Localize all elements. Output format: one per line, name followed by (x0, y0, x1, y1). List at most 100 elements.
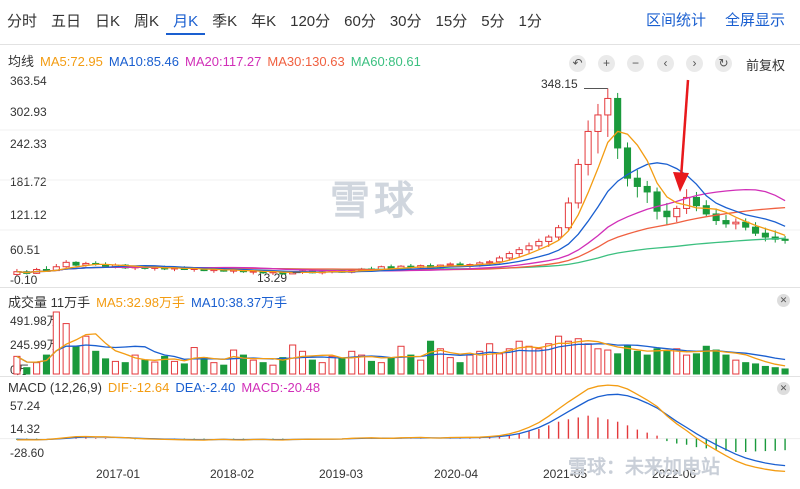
volume-bar (161, 355, 169, 375)
dea-line (16, 393, 786, 467)
candle-body (692, 196, 700, 207)
volume-bar (170, 360, 179, 375)
volume-bar (574, 338, 582, 375)
macd-legend-macd: MACD:-20.48 (241, 380, 321, 395)
volume-bar (358, 354, 366, 375)
volume-bar (545, 343, 553, 375)
volume-bar (397, 345, 405, 375)
close-macd-icon[interactable]: ✕ (777, 382, 790, 395)
candle-body (623, 147, 632, 179)
volume-bar (771, 367, 779, 375)
candle-body (663, 210, 671, 218)
zoom-out-icon[interactable]: − (627, 55, 644, 72)
volume-bar (269, 364, 277, 375)
price-tick: 181.72 (10, 175, 47, 189)
x-tick: 2017-01 (96, 467, 141, 481)
volume-bar (456, 362, 464, 375)
refresh-icon[interactable]: ↻ (715, 55, 732, 72)
volume-bar (495, 353, 504, 375)
price-adjust-select[interactable]: 前复权 (746, 58, 786, 73)
volume-bar (111, 360, 119, 375)
tab-7[interactable]: 120分 (290, 13, 331, 30)
candle-body (643, 185, 651, 193)
tab-6[interactable]: 年K (251, 13, 277, 30)
undo-icon[interactable]: ↶ (569, 55, 586, 72)
macd-legend-dif: DIF:-12.64 (107, 380, 170, 395)
tab-9[interactable]: 30分 (389, 13, 422, 30)
tab-2[interactable]: 日K (95, 13, 121, 30)
volume-bar (62, 323, 70, 375)
volume-bar (367, 360, 376, 375)
volume-bar (190, 347, 198, 375)
volume-bar (722, 354, 730, 375)
volume-bar (751, 363, 760, 375)
scroll-right-icon[interactable]: › (686, 55, 703, 72)
volume-bar (308, 359, 316, 375)
legend-ma30: MA30:130.63 (267, 54, 345, 69)
legend-label: 均线 (8, 54, 35, 69)
volume-bar (486, 343, 494, 375)
candle-body (545, 236, 553, 242)
volume-bar (594, 348, 602, 375)
volume-bar (348, 350, 356, 375)
volume-bar (377, 362, 385, 375)
candle-body (515, 249, 523, 255)
volume-bar (614, 353, 622, 375)
scroll-left-icon[interactable]: ‹ (657, 55, 674, 72)
ma5-line (16, 130, 786, 274)
volume-bar (102, 358, 110, 375)
candle-body (683, 196, 691, 209)
ma30-line (16, 206, 786, 274)
volume-bar (249, 359, 257, 375)
price-tick: 121.12 (10, 208, 47, 222)
range-stats-link[interactable]: 区间统计 (646, 12, 707, 29)
x-tick: 2019-03 (319, 467, 364, 481)
volume-bar (623, 344, 632, 375)
tab-10[interactable]: 15分 (435, 13, 468, 30)
tab-0[interactable]: 分时 (7, 13, 38, 30)
candle-body (574, 163, 582, 204)
volume-bar (210, 362, 218, 375)
zoom-in-icon[interactable]: + (598, 55, 615, 72)
price-tick: 242.33 (10, 137, 47, 151)
tabs-divider (0, 44, 800, 45)
volume-bar (298, 350, 307, 375)
volume-bar (436, 348, 444, 375)
tab-1[interactable]: 五日 (51, 13, 82, 30)
volume-legend-label: 成交量 11万手 (8, 295, 91, 310)
candle-body (614, 97, 622, 149)
candle-body (505, 253, 513, 259)
candle-body (42, 268, 51, 272)
tab-12[interactable]: 1分 (518, 13, 542, 30)
volume-bar (702, 345, 710, 375)
candle-body (633, 177, 641, 187)
tab-3[interactable]: 周K (134, 13, 160, 30)
volume-bar (338, 358, 346, 375)
tab-5[interactable]: 季K (212, 13, 238, 30)
tab-11[interactable]: 5分 (481, 13, 505, 30)
legend-ma20: MA20:117.27 (185, 54, 262, 69)
candle-body (781, 238, 789, 241)
x-tick: 2018-02 (210, 467, 255, 481)
volume-bar (633, 350, 641, 375)
volume-bar (535, 348, 543, 375)
candle-body (673, 207, 681, 218)
price-tick: 363.54 (10, 74, 47, 88)
volume-bar (732, 359, 740, 375)
close-volume-icon[interactable]: ✕ (777, 294, 790, 307)
macd-tick: -28.60 (10, 446, 45, 460)
tab-4[interactable]: 月K (166, 9, 206, 35)
high-annotation: 348.15 (541, 77, 578, 91)
fullscreen-link[interactable]: 全屏显示 (725, 12, 786, 29)
volume-bar (643, 354, 651, 375)
tab-8[interactable]: 60分 (344, 13, 376, 30)
volume-bar (259, 362, 267, 375)
dif-line (16, 384, 786, 473)
volume-bar (131, 354, 139, 375)
volume-bar (466, 354, 474, 375)
volume-bar (476, 350, 484, 375)
volume-bar (564, 340, 572, 375)
candle-body (594, 114, 602, 132)
volume-bar (318, 362, 326, 375)
candle-body (584, 130, 592, 165)
